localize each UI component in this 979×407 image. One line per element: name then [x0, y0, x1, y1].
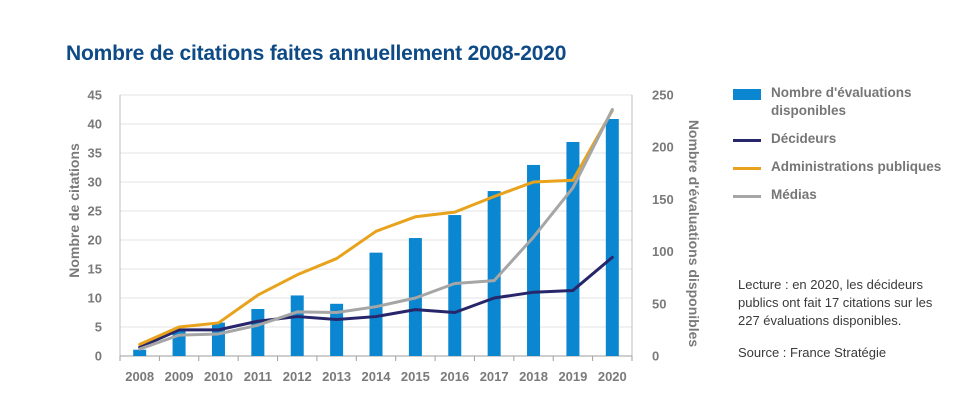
legend-label-evaluations: Nombre d'évaluations disponibles: [771, 85, 912, 118]
x-tick-label: 2015: [401, 369, 430, 384]
x-tick-label: 2016: [440, 369, 469, 384]
left-axis-label: Nombre de citations: [66, 143, 82, 278]
x-tick-label: 2018: [519, 369, 548, 384]
bar-evaluations: [251, 309, 265, 356]
left-tick-label: 5: [95, 320, 102, 335]
x-tick-label: 2014: [362, 369, 392, 384]
right-tick-label: 150: [652, 192, 674, 207]
legend-swatch-administrations: [733, 167, 761, 170]
legend-swatch-decideurs: [733, 139, 761, 142]
legend-swatch-medias: [733, 195, 761, 198]
x-tick-label: 2008: [125, 369, 154, 384]
left-tick-label: 45: [88, 88, 102, 103]
chart-plot: 0 5 10 15 20 25 30 35 40 45 0 50 100 150 200 250 2008 200…: [66, 88, 702, 385]
x-tick-label: 2020: [598, 369, 627, 384]
x-tick-label: 2009: [165, 369, 194, 384]
source-note: Source : France Stratégie: [738, 345, 887, 360]
legend-item-medias: Médias: [733, 186, 973, 204]
bar-evaluations: [448, 215, 462, 356]
left-tick-label: 0: [95, 349, 102, 364]
legend-item-decideurs: Décideurs: [733, 130, 973, 148]
x-tick-label: 2019: [558, 369, 587, 384]
legend-label-administrations: Administrations publiques: [771, 159, 942, 174]
right-axis-label: Nombre d'évaluations disponibles: [686, 120, 702, 348]
legend-swatch-evaluations: [733, 89, 761, 100]
right-tick-label: 200: [652, 140, 674, 155]
right-tick-label: 100: [652, 244, 674, 259]
x-tick-label: 2013: [322, 369, 351, 384]
chart-title: Nombre de citations faites annuellement …: [66, 42, 567, 65]
bar-evaluations: [487, 191, 501, 356]
right-tick-label: 250: [652, 88, 674, 103]
bar-evaluations: [290, 295, 304, 356]
bar-evaluations: [566, 141, 580, 356]
left-tick-label: 30: [88, 175, 102, 190]
legend-label-medias: Médias: [771, 187, 817, 202]
left-tick-label: 10: [88, 291, 102, 306]
reading-note: Lecture : en 2020, les décideurs publics…: [738, 277, 933, 328]
x-tick-label: 2017: [480, 369, 509, 384]
bar-evaluations: [133, 349, 147, 356]
left-tick-label: 15: [88, 262, 102, 277]
x-tick-label: 2011: [244, 369, 272, 384]
bar-evaluations: [369, 252, 383, 356]
left-tick-label: 40: [88, 117, 102, 132]
line-administrations-publiques: [138, 109, 614, 346]
left-tick-label: 35: [88, 146, 102, 161]
left-tick-label: 20: [88, 233, 102, 248]
legend-item-administrations: Administrations publiques: [733, 158, 973, 176]
bar-evaluations: [330, 303, 344, 356]
right-tick-label: 0: [652, 349, 659, 364]
legend-label-decideurs: Décideurs: [771, 131, 837, 146]
bar-evaluations: [605, 119, 619, 357]
right-tick-label: 50: [652, 296, 666, 311]
left-tick-label: 25: [88, 204, 102, 219]
x-tick-label: 2012: [283, 369, 312, 384]
bar-evaluations: [527, 164, 541, 356]
x-tick-label: 2010: [204, 369, 233, 384]
legend: Nombre d'évaluations disponibles Décideu…: [733, 84, 973, 214]
legend-item-evaluations: Nombre d'évaluations disponibles: [733, 84, 973, 120]
line-médias: [138, 108, 614, 351]
line-décideurs: [138, 255, 614, 349]
